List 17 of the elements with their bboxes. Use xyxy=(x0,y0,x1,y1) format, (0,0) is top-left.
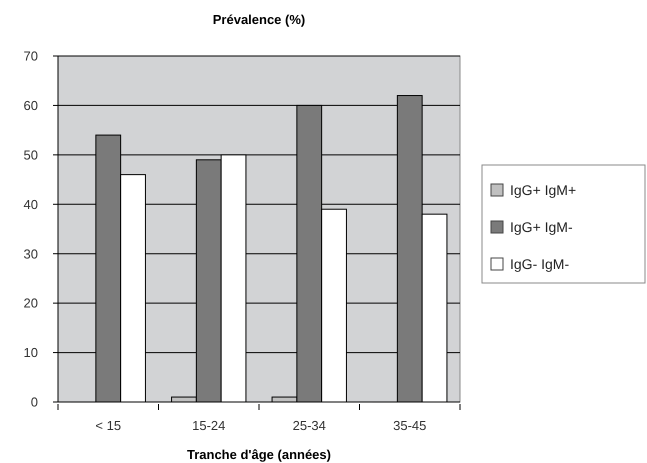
legend-label: IgG- IgM- xyxy=(510,256,570,272)
y-tick-label: 10 xyxy=(24,345,38,360)
x-tick-label: 35-45 xyxy=(393,418,426,433)
y-tick-label: 0 xyxy=(30,394,38,410)
y-tick-label: 70 xyxy=(24,48,38,64)
y-tick-label: 30 xyxy=(24,246,38,262)
x-axis-title: Tranche d'âge (années) xyxy=(187,447,331,462)
y-tick-label: 50 xyxy=(24,147,38,162)
chart-title: Prévalence (%) xyxy=(212,12,306,27)
legend-label: IgG+ IgM+ xyxy=(510,182,576,198)
x-tick-label: < 15 xyxy=(95,418,122,433)
legend-label: IgG+ IgM- xyxy=(510,218,573,235)
y-tick-label: 60 xyxy=(24,98,38,113)
y-tick-label: 40 xyxy=(24,196,38,212)
y-tick-label: 20 xyxy=(24,296,38,311)
x-tick-label: 15-24 xyxy=(192,418,226,433)
x-tick-label: 25-34 xyxy=(292,418,326,433)
